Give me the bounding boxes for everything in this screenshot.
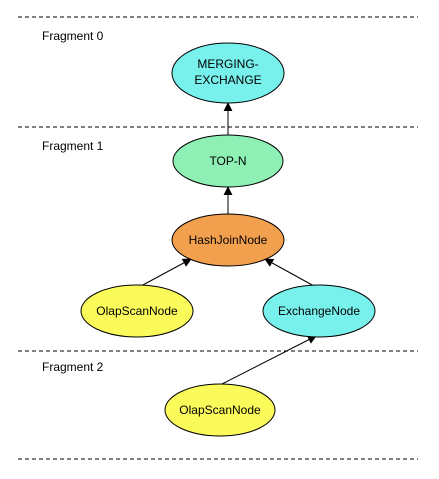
fragment-label-0: Fragment 0: [42, 29, 104, 43]
node-olap-scan-left-shape: [80, 284, 194, 338]
node-exchange[interactable]: ExchangeNode: [262, 284, 376, 338]
node-exchange-label: ExchangeNode: [278, 304, 360, 318]
node-olap-scan-bottom-label: OlapScanNode: [179, 403, 261, 417]
node-olap-scan-bottom[interactable]: OlapScanNode: [164, 383, 276, 437]
node-merging-exchange-shape: [171, 42, 285, 104]
node-olap-scan-left[interactable]: OlapScanNode: [80, 284, 194, 338]
node-hash-join-shape: [171, 213, 285, 267]
node-top-n-label: TOP-N: [209, 154, 246, 168]
node-merging-exchange-label-line1: MERGING-: [197, 57, 258, 71]
edge-exchange-to-hashjoin: [264, 258, 315, 287]
node-top-n[interactable]: TOP-N: [172, 134, 284, 188]
node-merging-exchange-label-line2: EXCHANGE: [194, 73, 261, 87]
node-top-n-shape: [172, 134, 284, 188]
node-hash-join[interactable]: HashJoinNode: [171, 213, 285, 267]
node-hash-join-label: HashJoinNode: [189, 233, 268, 247]
node-olap-scan-bottom-shape: [164, 383, 276, 437]
node-merging-exchange[interactable]: MERGING- EXCHANGE: [171, 42, 285, 104]
fragment-label-2: Fragment 2: [42, 360, 104, 374]
edge-olapscan-bottom-to-exchange: [221, 335, 317, 385]
edge-olapscan-left-to-hashjoin: [140, 258, 192, 287]
node-exchange-shape: [262, 284, 376, 338]
fragment-label-1: Fragment 1: [42, 139, 104, 153]
node-olap-scan-left-label: OlapScanNode: [96, 304, 178, 318]
